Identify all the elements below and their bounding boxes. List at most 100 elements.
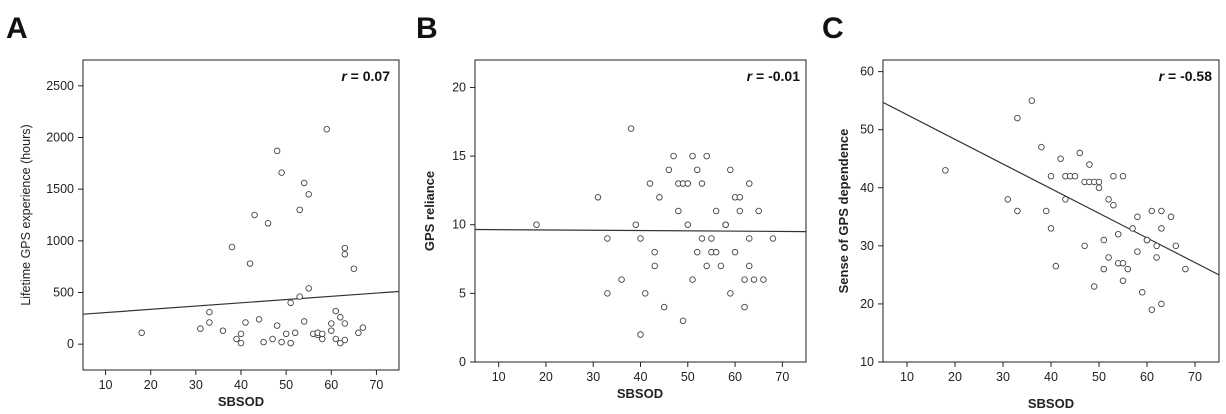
data-point (305, 285, 312, 292)
data-point (1138, 289, 1146, 296)
data-point (717, 262, 725, 270)
x-tick-label: 50 (681, 370, 695, 384)
panel-letter-a: A (6, 12, 28, 45)
data-point (627, 125, 635, 132)
correlation-value-c: = -0.58 (1164, 68, 1212, 84)
data-point (1105, 196, 1112, 203)
data-point (1047, 225, 1055, 232)
data-point (1119, 172, 1127, 180)
data-point (323, 125, 331, 133)
data-point (1090, 283, 1098, 290)
data-point (684, 221, 692, 228)
data-point (646, 180, 654, 187)
data-point (287, 299, 294, 307)
correlation-label-c: r = -0.58 (1159, 68, 1213, 84)
y-tick-label: 2500 (46, 79, 74, 93)
data-point (1038, 143, 1045, 151)
data-point (1057, 155, 1064, 162)
correlation-symbol-a: r (341, 68, 348, 84)
y-tick-label: 40 (860, 181, 874, 195)
panel-letter-b: B (416, 12, 438, 45)
data-point (693, 166, 701, 174)
data-point (712, 248, 720, 256)
data-point (332, 307, 340, 315)
data-point (1052, 262, 1060, 270)
data-point (260, 338, 267, 346)
regression-line (882, 101, 1220, 276)
x-tick-label: 50 (279, 378, 293, 392)
y-tick-label: 10 (860, 355, 874, 369)
x-tick-label: 20 (948, 370, 962, 384)
data-point (703, 152, 710, 160)
data-point (693, 248, 701, 256)
x-axis-label-c: SBSOD (1028, 396, 1074, 411)
data-point (736, 207, 744, 215)
y-tick-label: 60 (860, 65, 874, 79)
data-point (1119, 260, 1127, 267)
data-point (1167, 213, 1175, 221)
data-point (138, 329, 145, 337)
data-point (755, 207, 762, 215)
data-point (741, 303, 748, 311)
plot-frame-b (474, 59, 807, 363)
data-point (287, 339, 294, 347)
data-point (355, 329, 362, 337)
data-point (328, 320, 335, 327)
data-point (1110, 172, 1117, 180)
correlation-value-b: = -0.01 (752, 68, 800, 84)
y-tick-label: 1500 (46, 182, 74, 196)
y-tick-label: 1000 (46, 234, 74, 248)
data-point (273, 147, 281, 155)
data-point (637, 331, 644, 338)
data-point (1110, 201, 1117, 209)
data-point (712, 207, 720, 215)
x-tick-label: 40 (634, 370, 648, 384)
x-tick-label: 10 (900, 370, 914, 384)
data-point (269, 335, 276, 343)
data-point (328, 327, 335, 334)
data-point (341, 320, 349, 327)
data-point (689, 276, 696, 283)
data-point (722, 221, 729, 228)
data-point (1124, 265, 1132, 273)
y-tick-label: 20 (452, 80, 466, 94)
data-point (703, 262, 710, 270)
data-point (1086, 161, 1093, 168)
data-point (741, 276, 748, 283)
data-point (708, 235, 715, 242)
data-point (660, 303, 668, 311)
y-axis-label-b: GPS reliance (422, 171, 437, 251)
data-point (1014, 114, 1021, 122)
x-tick-label: 70 (775, 370, 789, 384)
data-point (332, 335, 340, 343)
data-point (237, 330, 245, 338)
marks-b: 10 20 30 40 50 60 70 0 5 10 15 20 (452, 80, 807, 384)
data-point (1119, 277, 1127, 284)
x-tick-label: 70 (1188, 370, 1202, 384)
y-tick-label: 2000 (46, 131, 74, 145)
data-point (341, 336, 349, 344)
correlation-symbol-c: r (1159, 68, 1166, 84)
x-tick-label: 10 (492, 370, 506, 384)
data-point (359, 324, 367, 331)
data-point (242, 319, 249, 326)
data-point (1014, 207, 1021, 215)
data-point (305, 191, 312, 198)
y-tick-label: 5 (459, 286, 466, 300)
x-axis-label-b: SBSOD (617, 386, 663, 401)
data-point (641, 290, 649, 297)
data-point (942, 167, 949, 174)
data-point (604, 290, 611, 297)
x-tick-label: 60 (728, 370, 742, 384)
data-point (1153, 242, 1160, 250)
data-point (1153, 254, 1160, 261)
data-point (675, 207, 682, 215)
correlation-symbol-b: r (747, 68, 754, 84)
data-point (341, 251, 349, 258)
data-point (300, 179, 308, 187)
data-point (637, 235, 644, 242)
data-point (1182, 265, 1189, 273)
marks-c: 10 20 30 40 50 60 70 10 20 30 40 50 60 (860, 65, 1220, 384)
marks-a: 10 20 30 40 50 60 70 0 500 1000 1500 2000 2500 (46, 79, 400, 392)
plot-frame-a (82, 59, 400, 371)
